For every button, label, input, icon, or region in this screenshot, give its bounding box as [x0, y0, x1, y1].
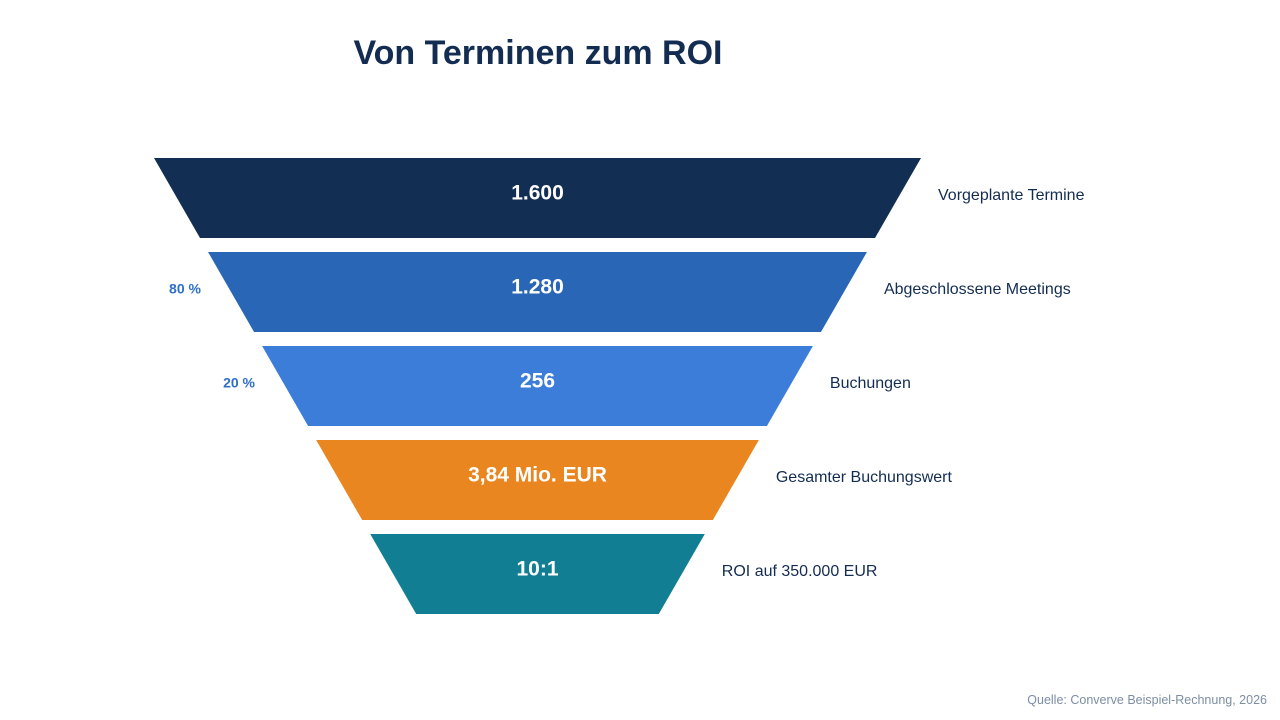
funnel-stage-1 [154, 158, 921, 238]
funnel-stage-2 [208, 252, 867, 332]
stage-label-5: ROI auf 350.000 EUR [722, 563, 878, 580]
stage-rate-2: 80 % [169, 281, 201, 297]
stage-value-4: 3,84 Mio. EUR [468, 464, 607, 487]
stage-value-5: 10:1 [516, 558, 558, 581]
stage-value-2: 1.280 [511, 276, 564, 299]
stage-value-1: 1.600 [511, 182, 564, 205]
stage-label-3: Buchungen [830, 375, 911, 392]
funnel-stage-5 [370, 534, 705, 614]
stage-label-2: Abgeschlossene Meetings [884, 281, 1071, 298]
stage-label-1: Vorgeplante Termine [938, 187, 1085, 204]
stage-value-3: 256 [520, 370, 555, 393]
chart-title: Von Terminen zum ROI [353, 34, 723, 72]
stage-rate-3: 20 % [223, 375, 255, 391]
stage-label-4: Gesamter Buchungswert [776, 469, 953, 486]
funnel-stage-3 [262, 346, 813, 426]
source-note: Quelle: Converve Beispiel-Rechnung, 2026 [1027, 693, 1267, 707]
funnel-stage-4 [316, 440, 759, 520]
